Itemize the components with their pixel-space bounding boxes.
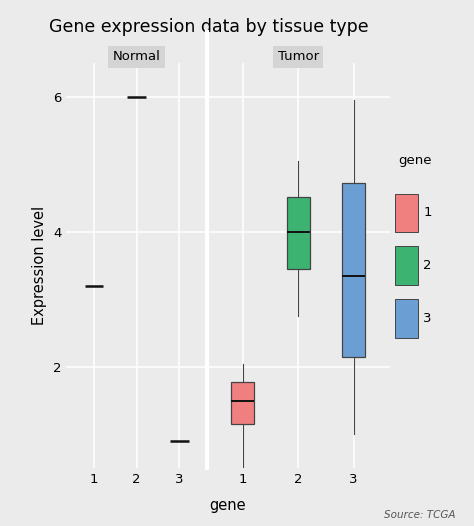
Title: Normal: Normal [113, 50, 161, 63]
Text: 3: 3 [423, 312, 432, 325]
Bar [287, 197, 310, 269]
Text: 2: 2 [423, 259, 432, 272]
Text: Gene expression data by tissue type: Gene expression data by tissue type [49, 18, 368, 36]
FancyBboxPatch shape [395, 194, 418, 232]
Text: Source: TCGA: Source: TCGA [383, 510, 455, 520]
Y-axis label: Expression level: Expression level [32, 206, 47, 325]
Bar [342, 183, 365, 357]
FancyBboxPatch shape [395, 246, 418, 285]
Text: gene: gene [210, 498, 246, 513]
Title: Tumor: Tumor [278, 50, 319, 63]
FancyBboxPatch shape [395, 299, 418, 338]
Text: 1: 1 [423, 207, 432, 219]
Bar [231, 382, 255, 424]
Text: gene: gene [398, 154, 431, 167]
